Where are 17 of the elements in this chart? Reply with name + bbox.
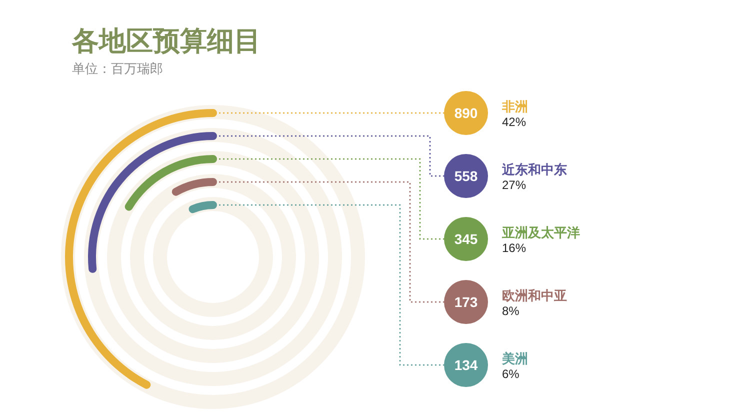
data-label: 345 <box>454 231 478 247</box>
category-label: 欧洲和中亚 <box>502 288 567 303</box>
data-label: 173 <box>454 294 478 310</box>
text: 8% <box>502 304 520 318</box>
category-label: 近东和中东 <box>501 162 567 177</box>
text: 6% <box>502 367 520 381</box>
data-label: 890 <box>454 105 478 121</box>
category-label: 非洲 <box>501 99 528 114</box>
text: 单位：百万瑞郎 <box>72 61 163 76</box>
data-label: 134 <box>454 357 478 373</box>
category-label: 美洲 <box>501 351 528 366</box>
text: 16% <box>502 241 526 255</box>
category-label: 亚洲及太平洋 <box>501 225 580 240</box>
text: 27% <box>502 178 526 192</box>
text: 各地区预算细目 <box>71 26 261 56</box>
text: 42% <box>502 115 526 129</box>
data-label: 558 <box>454 168 478 184</box>
